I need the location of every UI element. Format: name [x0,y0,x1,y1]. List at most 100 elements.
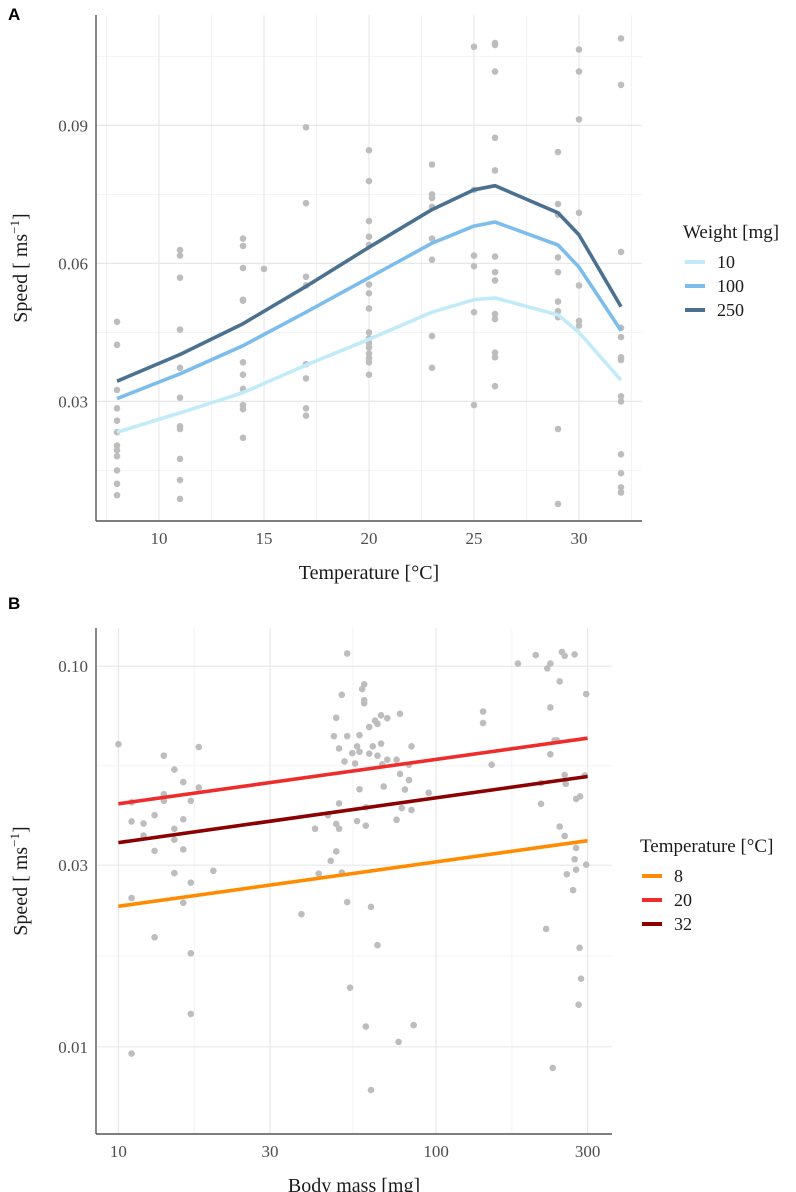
data-point [365,305,373,312]
data-point [470,308,478,316]
data-point [151,811,158,819]
data-point [365,723,373,731]
data-point [563,870,571,878]
data-point [617,489,625,496]
data-point [187,1010,195,1018]
data-point [128,894,135,902]
data-point [369,742,377,750]
data-point [491,353,499,361]
data-point [428,332,436,340]
data-point [577,975,585,982]
data-point [171,836,178,844]
data-point [396,710,404,718]
data-point [362,822,370,829]
data-point [491,253,499,260]
data-point [575,282,583,289]
data-point [179,846,187,853]
series-line-10 [116,296,623,434]
series-line-8 [118,838,588,909]
data-point [302,123,310,131]
data-point [113,386,121,394]
data-point [113,341,121,349]
data-point [176,495,184,503]
data-point [346,984,354,991]
y-axis-title-end: ] [10,213,32,220]
series-line-20 [118,736,588,806]
data-point [575,116,583,123]
data-point [302,273,310,281]
data-point [349,749,356,757]
data-point [315,870,322,877]
data-point [617,81,625,89]
data-point [365,146,373,154]
y-axis-title-main: Speed [ ms [10,847,32,936]
x-tick-label: 30 [261,1142,278,1161]
data-point [377,712,385,719]
data-point [554,254,562,261]
data-point [617,451,625,458]
data-point [176,394,184,402]
data-point [365,217,373,225]
data-point [239,264,247,272]
data-point [617,398,625,405]
data-point [582,861,590,868]
data-point [428,161,436,168]
legend-title: Weight [mg] [683,222,779,243]
data-point [176,252,184,259]
data-point [428,194,436,202]
data-point [298,910,305,918]
data-point [582,690,590,698]
data-point [343,732,351,740]
data-point [428,256,436,264]
data-point [343,898,351,906]
data-point [374,720,381,728]
y-axis-title-superscript: −1 [7,833,22,847]
data-point [491,167,499,174]
data-point [113,491,121,499]
data-point [547,704,554,711]
data-point [514,660,522,667]
data-point [365,344,373,351]
data-point [151,933,158,941]
data-point [338,691,346,699]
data-point [176,364,184,372]
data-point [572,866,580,873]
data-point [332,848,340,855]
data-point [365,750,373,757]
data-point [561,652,568,660]
legend-label-20: 20 [674,890,692,910]
data-point [353,742,361,750]
data-point [332,820,340,828]
data-point [356,785,363,793]
data-point [239,235,247,242]
data-point [393,756,400,763]
data-point [491,68,499,75]
data-point [491,41,499,49]
data-point [575,46,583,53]
data-point [176,476,184,484]
data-point [532,651,540,659]
data-point [377,740,385,747]
data-point [365,177,373,185]
data-point [405,776,413,784]
data-point [575,209,583,217]
data-point [479,719,487,727]
data-point [128,1050,135,1057]
data-point [341,758,348,765]
data-point [617,469,625,477]
data-point [360,699,368,707]
x-tick-label: 15 [256,529,273,548]
data-point [491,315,499,323]
data-point [571,855,578,863]
data-point [113,417,121,425]
data-point [302,412,310,419]
data-point [547,750,554,758]
data-point [617,333,625,341]
x-axis-title: Body mass [mg] [288,1175,420,1192]
data-point [617,248,625,256]
y-tick-label: 0.01 [58,1038,88,1057]
data-point [260,265,268,273]
data-point [365,371,373,379]
data-point [395,1038,402,1046]
data-point [151,847,158,855]
